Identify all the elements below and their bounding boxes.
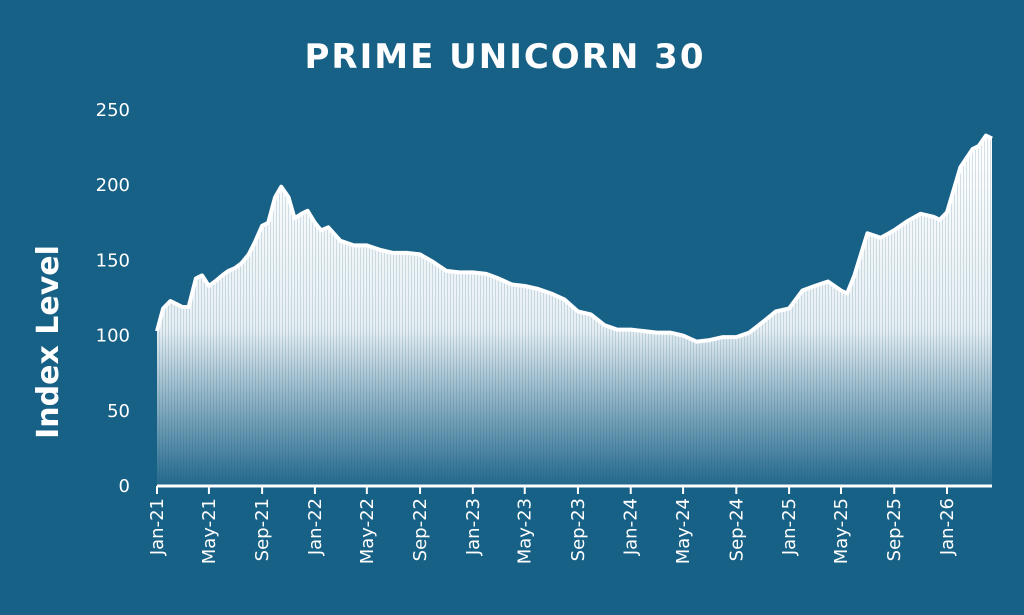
x-tick-label: May-23 (515, 498, 536, 564)
x-tick-label: Jan-22 (305, 498, 326, 556)
x-tick-label: Sep-25 (884, 498, 905, 561)
y-tick-label: 0 (119, 476, 130, 497)
x-axis: Jan-21 May-21 Sep-21 Jan-22 May-22 Sep-22 Jan-… (147, 484, 992, 564)
index-line (155, 133, 993, 344)
x-tick-label: Jan-24 (621, 498, 642, 556)
x-tick-label: May-24 (673, 498, 694, 564)
y-axis-label: Index Level (31, 245, 66, 439)
y-tick-label: 100 (96, 326, 130, 347)
chart-title: PRIME UNICORN 30 (304, 37, 705, 77)
x-tick-label: Sep-22 (410, 498, 431, 561)
x-tick-label: Jan-23 (463, 498, 484, 556)
x-tick-label: Sep-23 (568, 498, 589, 561)
x-tick-label: Jan-21 (147, 498, 168, 556)
x-tick-label: May-21 (199, 498, 220, 564)
x-tick-label: Jan-25 (779, 498, 800, 556)
y-tick-label: 250 (96, 100, 130, 121)
y-tick-label: 200 (96, 175, 130, 196)
x-tick-label: Jan-26 (937, 498, 958, 556)
x-tick-label: Sep-21 (252, 498, 273, 561)
x-tick-label: Sep-24 (726, 498, 747, 561)
x-tick-label: May-22 (357, 498, 378, 564)
plot-area (155, 133, 993, 486)
y-tick-label: 50 (107, 401, 130, 422)
x-tick-label: May-25 (831, 498, 852, 564)
y-axis: 0 50 100 150 200 250 (96, 100, 130, 497)
y-tick-label: 150 (96, 250, 130, 271)
